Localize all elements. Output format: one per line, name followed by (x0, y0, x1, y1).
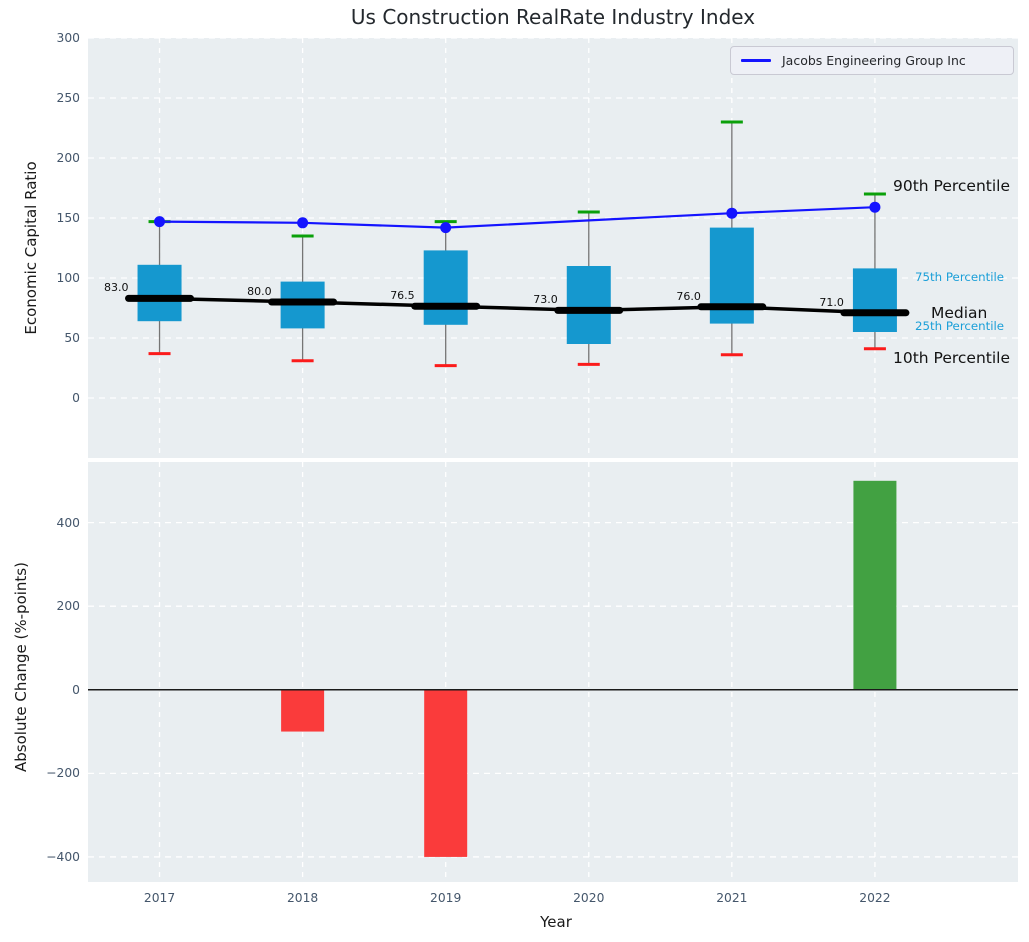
median-value-label-2022: 71.0 (819, 295, 844, 309)
y-axis-label-top: Economic Capital Ratio (22, 161, 40, 335)
top-axes-background (88, 38, 1018, 458)
change-bar-2022 (853, 480, 897, 690)
iqr-box-2022 (852, 268, 897, 332)
annotation-10th-percentile: 10th Percentile (893, 349, 1011, 367)
x-axis-label: Year (540, 913, 572, 931)
annotation-25th-percentile: 25th Percentile (915, 319, 1005, 333)
x-tick-label-2022: 2022 (859, 891, 891, 905)
median-value-label-2017: 83.0 (104, 281, 129, 295)
x-tick-label-2020: 2020 (573, 891, 605, 905)
y-tick-label-bottom--200: −200 (46, 766, 80, 781)
y-tick-label-top-100: 100 (56, 271, 80, 285)
y-tick-label-bottom--400: −400 (46, 849, 80, 864)
jacobs-marker-2018 (297, 217, 309, 229)
annotation-90th-percentile: 90th Percentile (893, 177, 1011, 195)
x-tick-label-2019: 2019 (430, 891, 462, 905)
chart-title: Us Construction RealRate Industry Index (350, 5, 756, 29)
legend: Jacobs Engineering Group Inc (730, 46, 1014, 75)
jacobs-marker-2017 (154, 216, 166, 228)
median-value-label-2018: 80.0 (247, 285, 272, 298)
median-value-label-2021: 76.0 (676, 289, 701, 303)
iqr-box-2020 (566, 266, 611, 344)
median-value-label-2019: 76.5 (390, 289, 415, 303)
annotation-median: Median (931, 304, 988, 322)
jacobs-marker-2019 (440, 222, 452, 234)
y-tick-label-top-250: 250 (56, 91, 80, 105)
iqr-box-2017 (137, 264, 182, 322)
jacobs-marker-2021 (726, 207, 738, 219)
median-value-label-2020: 73.0 (533, 293, 558, 307)
x-tick-label-2017: 2017 (143, 891, 176, 905)
x-tick-label-2021: 2021 (716, 891, 748, 905)
y-tick-label-top-300: 300 (56, 31, 80, 45)
y-tick-label-top-150: 150 (56, 211, 80, 225)
legend-label: Jacobs Engineering Group Inc (782, 53, 966, 68)
legend-line-sample (741, 59, 771, 62)
annotation-75th-percentile: 75th Percentile (915, 270, 1005, 284)
change-bar-2019 (424, 689, 468, 857)
y-tick-label-top-0: 0 (72, 391, 80, 405)
y-tick-label-top-50: 50 (64, 331, 80, 345)
iqr-box-2019 (423, 250, 468, 325)
x-tick-label-2018: 2018 (286, 891, 319, 905)
y-tick-label-bottom-400: 400 (56, 515, 80, 530)
jacobs-marker-2022 (869, 201, 881, 213)
y-tick-label-bottom-0: 0 (72, 682, 80, 697)
y-tick-label-top-200: 200 (56, 151, 80, 165)
y-axis-label-bottom: Absolute Change (%-points) (12, 562, 30, 772)
change-bar-2018 (281, 689, 325, 732)
y-tick-label-bottom-200: 200 (56, 599, 80, 614)
